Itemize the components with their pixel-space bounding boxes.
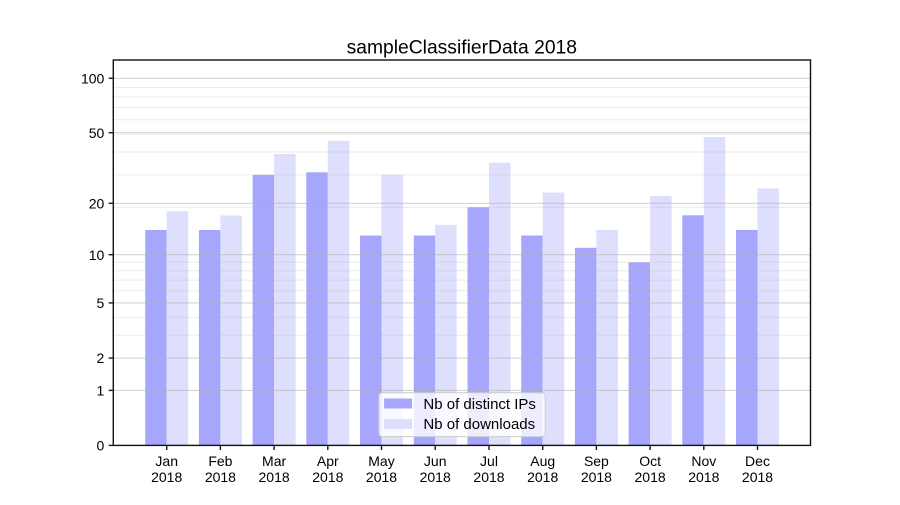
- svg-text:Mar: Mar: [262, 453, 286, 469]
- svg-text:Aug: Aug: [530, 453, 555, 469]
- svg-text:2018: 2018: [366, 469, 397, 485]
- svg-text:Feb: Feb: [208, 453, 232, 469]
- svg-text:Jul: Jul: [480, 453, 498, 469]
- svg-text:2: 2: [97, 350, 105, 366]
- svg-text:Oct: Oct: [639, 453, 661, 469]
- svg-text:2018: 2018: [312, 469, 343, 485]
- svg-text:5: 5: [97, 295, 105, 311]
- svg-text:2018: 2018: [581, 469, 612, 485]
- svg-text:50: 50: [89, 125, 105, 141]
- svg-text:10: 10: [89, 247, 105, 263]
- svg-text:Apr: Apr: [317, 453, 339, 469]
- svg-text:May: May: [368, 453, 394, 469]
- svg-text:2018: 2018: [635, 469, 666, 485]
- svg-text:2018: 2018: [205, 469, 236, 485]
- svg-text:2018: 2018: [473, 469, 504, 485]
- svg-text:Nb of downloads: Nb of downloads: [423, 416, 535, 433]
- svg-text:2018: 2018: [420, 469, 451, 485]
- svg-text:2018: 2018: [742, 469, 773, 485]
- svg-text:2018: 2018: [527, 469, 558, 485]
- svg-text:Nov: Nov: [691, 453, 716, 469]
- svg-text:100: 100: [81, 70, 105, 86]
- svg-text:Jun: Jun: [424, 453, 447, 469]
- svg-text:Jan: Jan: [155, 453, 178, 469]
- svg-text:Dec: Dec: [745, 453, 770, 469]
- svg-text:Sep: Sep: [584, 453, 609, 469]
- svg-text:Nb of distinct IPs: Nb of distinct IPs: [423, 396, 536, 413]
- svg-text:2018: 2018: [688, 469, 719, 485]
- svg-text:20: 20: [89, 195, 105, 211]
- svg-text:2018: 2018: [259, 469, 290, 485]
- svg-text:2018: 2018: [151, 469, 182, 485]
- svg-text:1: 1: [97, 383, 105, 399]
- svg-text:sampleClassifierData 2018: sampleClassifierData 2018: [347, 37, 577, 58]
- svg-text:0: 0: [97, 438, 105, 454]
